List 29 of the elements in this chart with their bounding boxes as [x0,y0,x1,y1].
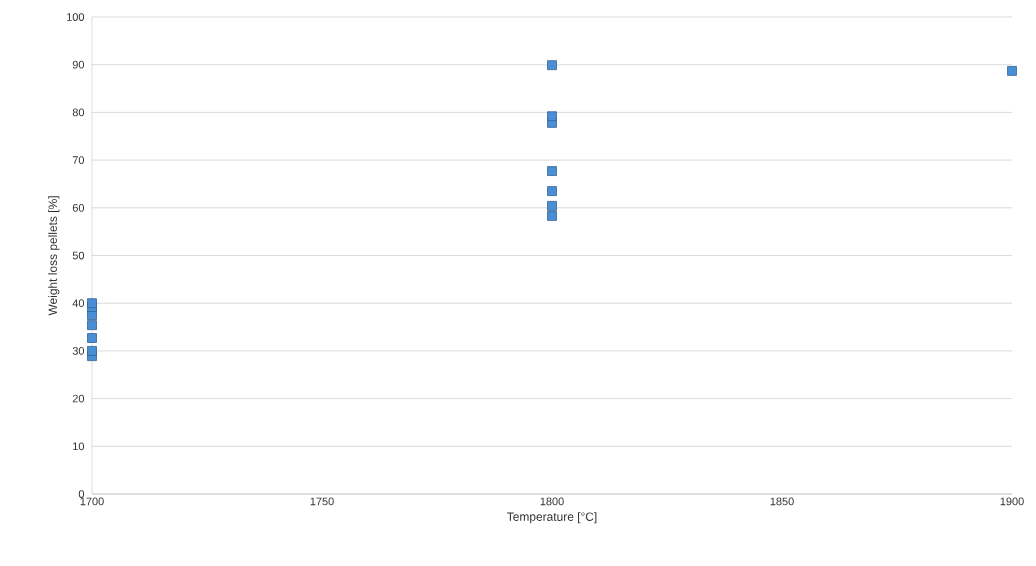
y-tick-label: 20 [72,394,85,403]
point [547,60,557,71]
y-tick-label: 60 [72,203,85,212]
y-tick-label: 70 [72,156,85,164]
point [547,186,557,196]
x-tick-label: 1900 [1000,497,1024,506]
x-tick-label: 1800 [540,497,564,506]
x-tick-label: 1850 [770,497,794,506]
x-tick-label: 1750 [310,497,334,506]
y-tick-label: 10 [73,442,85,451]
x-tick-label: 1700 [80,497,104,506]
point [547,166,557,176]
point [547,211,557,221]
point [547,201,557,211]
y-axis-title: Weight loss pellets [%] [48,196,60,316]
point [87,333,97,343]
point [87,298,97,309]
y-tick-label: 90 [72,60,85,69]
y-tick-label: 30 [72,347,85,355]
point [87,320,97,331]
y-tick-label: 0 [78,490,85,498]
point [87,346,97,356]
y-tick-label: 100 [67,13,85,21]
y-tick-label: 80 [72,108,85,117]
x-axis-title: Temperature [°C] [507,512,597,524]
point [547,111,557,122]
y-tick-label: 50 [72,251,85,260]
point [1007,66,1017,76]
y-tick-label: 40 [72,299,85,308]
